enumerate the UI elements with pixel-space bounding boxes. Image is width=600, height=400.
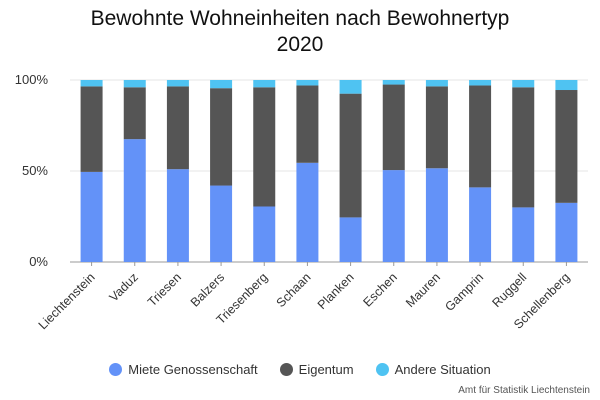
bar-segment — [80, 86, 103, 172]
legend-swatch — [279, 363, 293, 376]
bar-segment — [339, 80, 362, 94]
bar-segment — [469, 85, 492, 188]
bar-segment — [555, 80, 578, 91]
x-category-label: Vaduz — [107, 270, 141, 304]
bar-segment — [425, 168, 448, 262]
bar-segment — [296, 162, 319, 262]
bar-segment — [80, 171, 103, 262]
bar-segment — [166, 80, 189, 87]
legend-label: Andere Situation — [394, 362, 491, 377]
bar-segment — [512, 207, 535, 262]
legend-label: Miete Genossenschaft — [128, 362, 258, 377]
chart-title-line-2: 2020 — [276, 33, 324, 56]
legend-item: Eigentum — [279, 362, 354, 377]
bar-segment — [253, 87, 276, 207]
bar-segment — [382, 80, 405, 85]
bar-segment — [210, 185, 233, 262]
bar-segment — [296, 80, 319, 86]
bar-segment — [253, 80, 276, 88]
y-tick-label: 50% — [22, 163, 48, 178]
bar-segment — [166, 169, 189, 262]
x-category-label: Eschen — [360, 270, 399, 309]
bar-segment — [123, 87, 146, 140]
x-category-label: Liechtenstein — [36, 270, 98, 332]
bar-segment — [339, 217, 362, 262]
legend-swatch — [375, 363, 389, 376]
bar-segment — [210, 88, 233, 186]
bar-segment — [382, 84, 405, 171]
bar-segment — [469, 80, 492, 86]
bar-segment — [80, 80, 103, 87]
bar-segment — [253, 206, 276, 262]
bar-segment — [469, 187, 492, 262]
legend-item: Miete Genossenschaft — [109, 362, 258, 377]
x-category-label: Balzers — [188, 270, 227, 309]
bar-segment — [382, 170, 405, 262]
bar-segment — [555, 202, 578, 262]
x-category-label: Schaan — [274, 270, 314, 310]
y-tick-label: 100% — [15, 72, 49, 87]
chart-title-line-1: Bewohnte Wohneinheiten nach Bewohnertyp — [90, 7, 510, 30]
legend-swatch — [109, 363, 123, 376]
x-category-label: Gamprin — [442, 270, 486, 314]
x-category-label: Ruggell — [489, 270, 529, 310]
chart-legend: Miete Genossenschaft Eigentum Andere Situa… — [0, 362, 600, 377]
y-tick-label: 0% — [29, 254, 48, 269]
source-note: Amt für Statistik Liechtenstein — [458, 385, 590, 396]
bar-segment — [123, 80, 146, 88]
bar-segment — [555, 90, 578, 203]
bar-segment — [296, 85, 319, 163]
chart-title: Bewohnte Wohneinheiten nach Bewohnertyp … — [0, 6, 600, 58]
bar-segment — [166, 86, 189, 170]
bar-segment — [210, 80, 233, 89]
bar-segment — [425, 86, 448, 169]
x-category-label: Planken — [315, 270, 357, 312]
bar-segment — [512, 87, 535, 208]
bar-segment — [512, 80, 535, 88]
x-category-label: Triesen — [145, 270, 184, 309]
legend-label: Eigentum — [298, 362, 354, 377]
bar-segment — [339, 93, 362, 218]
bar-segment — [123, 139, 146, 262]
bar-segment — [425, 80, 448, 87]
x-category-label: Mauren — [403, 270, 443, 310]
legend-item: Andere Situation — [375, 362, 491, 377]
